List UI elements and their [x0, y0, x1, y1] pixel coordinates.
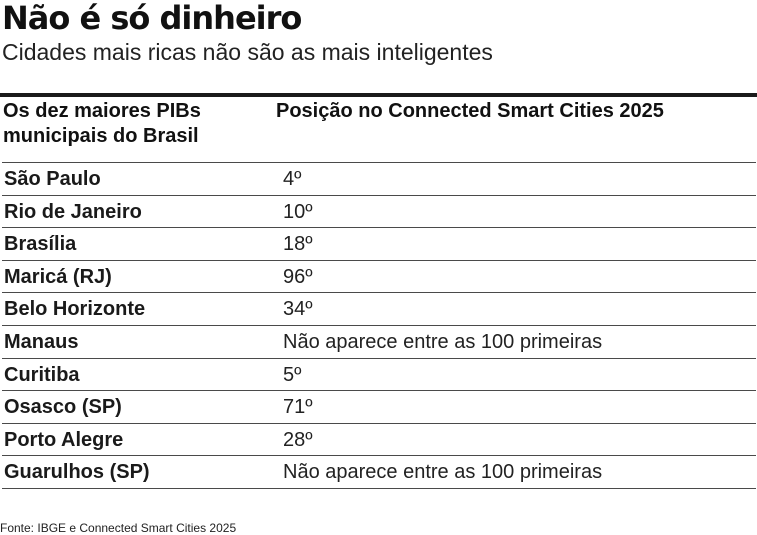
rank-cell: Não aparece entre as 100 primeiras [283, 461, 603, 484]
table-body: São Paulo 4º Rio de Janeiro 10º Brasília… [2, 162, 756, 489]
table-row: Guarulhos (SP) Não aparece entre as 100 … [2, 455, 756, 489]
table-row: Brasília 18º [2, 227, 756, 260]
city-cell: Brasília [4, 233, 77, 256]
city-cell: São Paulo [4, 168, 101, 190]
rank-cell: 18º [283, 233, 313, 256]
table-header: Os dez maiores PIBs municipais do Brasil… [0, 99, 757, 161]
header-city-column: Os dez maiores PIBs municipais do Brasil [3, 100, 201, 147]
source-note: Fonte: IBGE e Connected Smart Cities 202… [0, 521, 237, 535]
rank-cell: 34º [283, 298, 313, 321]
rank-cell: 28º [283, 428, 313, 451]
table-row: Osasco (SP) 71º [2, 390, 756, 423]
rank-cell: 4º [283, 168, 302, 190]
rank-cell: 5º [283, 363, 302, 386]
city-cell: Guarulhos (SP) [4, 461, 150, 484]
top-divider [0, 93, 757, 97]
city-cell: Porto Alegre [4, 428, 124, 451]
table-row: Maricá (RJ) 96º [2, 259, 756, 293]
page-title: Não é só dinheiro [2, 0, 302, 37]
city-cell: Belo Horizonte [4, 298, 146, 321]
city-cell: Maricá (RJ) [4, 265, 112, 288]
rank-cell: 71º [283, 396, 313, 419]
city-cell: Rio de Janeiro [4, 200, 142, 223]
table-row: Belo Horizonte 34º [2, 292, 756, 325]
city-cell: Curitiba [4, 363, 80, 386]
table-row: Rio de Janeiro 10º [2, 194, 756, 228]
table-row: Porto Alegre 28º [2, 422, 756, 456]
table-row: Manaus Não aparece entre as 100 primeira… [2, 324, 756, 358]
rank-cell: 96º [283, 265, 313, 288]
city-cell: Manaus [4, 330, 79, 353]
rank-cell: 10º [283, 200, 313, 223]
city-cell: Osasco (SP) [4, 396, 122, 419]
table-row: Curitiba 5º [2, 357, 756, 391]
page-subtitle: Cidades mais ricas não são as mais intel… [2, 39, 493, 65]
rank-cell: Não aparece entre as 100 primeiras [283, 330, 603, 353]
header-rank-column: Posição no Connected Smart Cities 2025 [276, 100, 664, 122]
table-row: São Paulo 4º [2, 162, 756, 195]
